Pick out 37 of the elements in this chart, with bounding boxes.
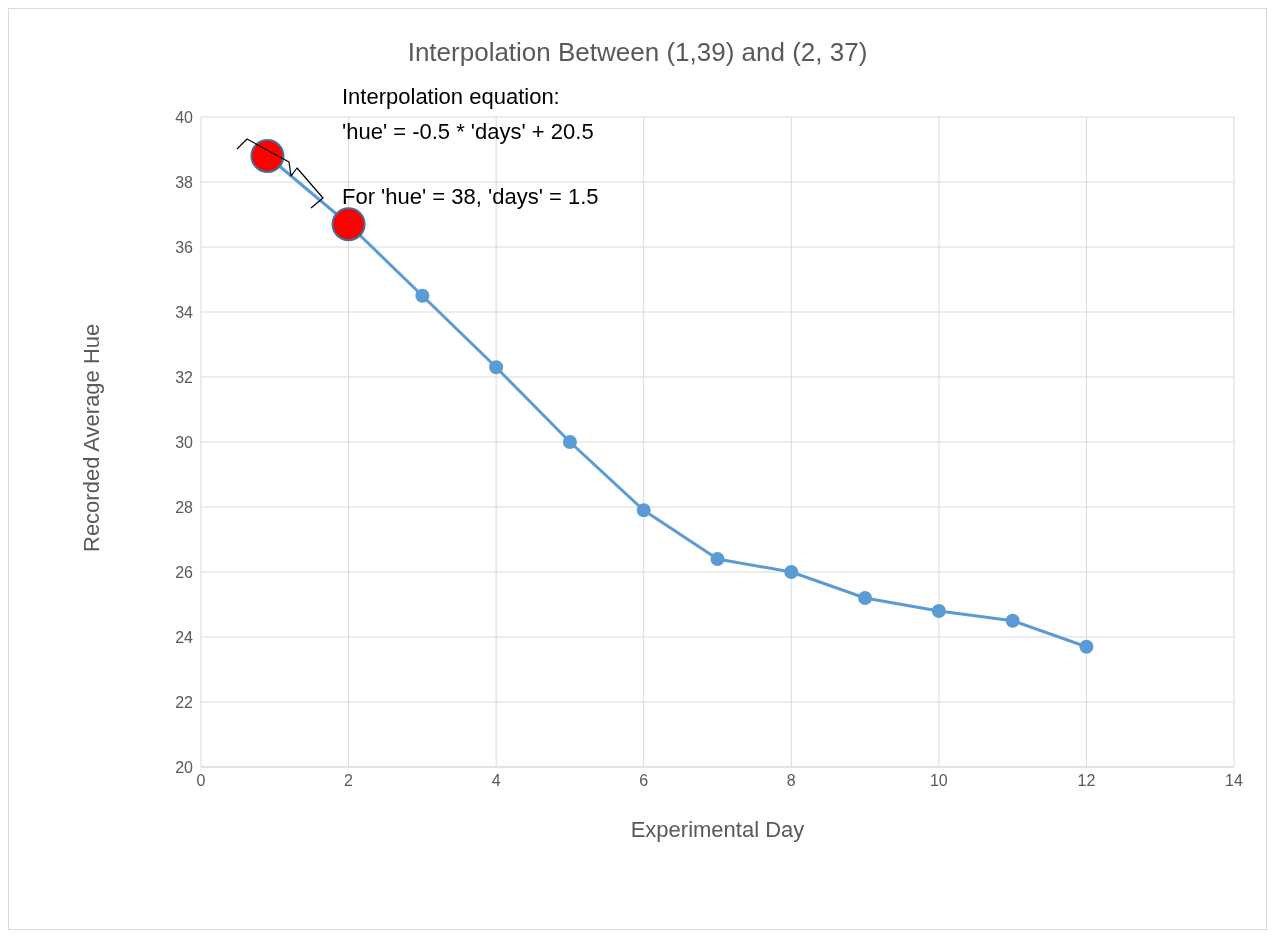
y-tick-label: 40 — [175, 108, 194, 126]
x-tick-label: 4 — [491, 772, 501, 790]
point — [710, 552, 725, 566]
y-axis-title: Recorded Average Hue — [78, 323, 104, 552]
x-tick-label: 6 — [639, 772, 649, 790]
annotation: 'hue' = -0.5 * 'days' + 20.5 — [342, 119, 594, 145]
text: Interpolation equation: — [342, 84, 560, 110]
chart-title: Interpolation Between (1,39) and (2, 37) — [406, 37, 869, 68]
point — [858, 591, 873, 605]
y-tick-label: 38 — [175, 173, 194, 191]
point — [784, 565, 799, 579]
point — [931, 604, 946, 618]
point — [331, 207, 366, 242]
y-tick-label: 20 — [175, 758, 194, 776]
y-tick-label: 30 — [175, 433, 194, 451]
y-tick-label: 24 — [175, 628, 194, 646]
x-axis-title: Experimental Day — [630, 817, 805, 842]
x-tick-label: 10 — [929, 772, 948, 790]
y-tick-label: 22 — [175, 693, 194, 711]
x-tick-label: 0 — [196, 772, 206, 790]
x-tick-label: 2 — [344, 772, 354, 790]
x-tick-label: 12 — [1077, 772, 1096, 790]
point — [1005, 613, 1020, 628]
point — [1079, 639, 1094, 654]
y-tick-label: 26 — [175, 563, 194, 581]
y-tick-label: 32 — [175, 368, 194, 386]
point — [636, 503, 651, 518]
annotation: For 'hue' = 38, 'days' = 1.5 — [342, 184, 599, 210]
y-tick-label: 28 — [175, 498, 194, 516]
y-tick-label: 36 — [175, 238, 194, 256]
x-tick-label: 14 — [1225, 772, 1243, 790]
y-tick-label: 34 — [175, 303, 194, 321]
x-tick-label: 8 — [786, 772, 796, 790]
point — [562, 435, 577, 449]
point — [250, 139, 285, 173]
point — [489, 360, 504, 375]
point — [415, 288, 430, 303]
